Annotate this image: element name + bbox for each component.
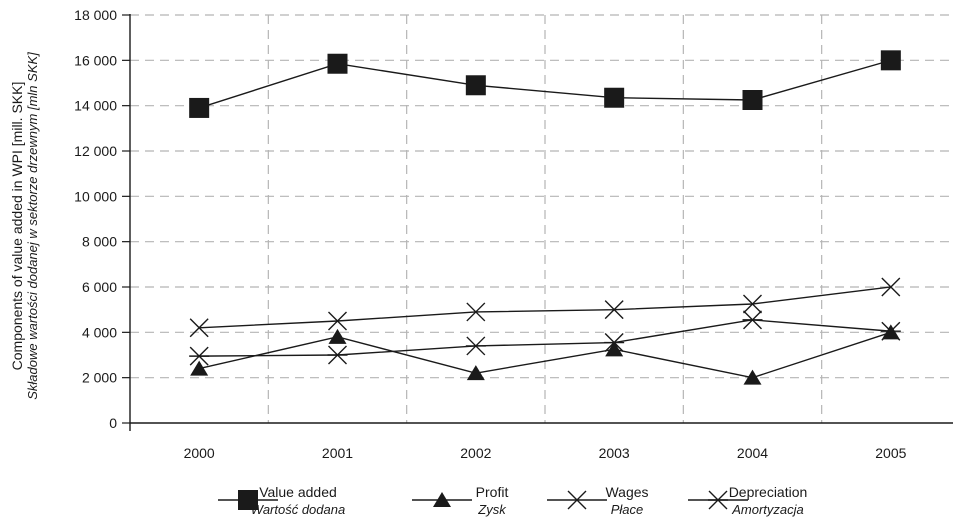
data-point-square — [465, 75, 486, 96]
data-point-asterisk — [742, 310, 763, 330]
data-point-square — [327, 53, 348, 74]
legend-label: Profit — [476, 484, 509, 500]
y-tick-label: 4 000 — [82, 324, 117, 340]
x-tick-label: 2001 — [322, 445, 353, 461]
axes — [122, 14, 953, 431]
data-point-x — [328, 311, 347, 331]
data-point-triangle — [743, 369, 762, 385]
tick-labels: 0 2 000 4 000 6 000 8 000 10 000 12 000 14 000 1… — [74, 7, 906, 461]
data-point-square — [604, 87, 625, 108]
legend-marker-triangle — [433, 492, 451, 507]
legend-marker-asterisk — [708, 490, 728, 510]
data-point-asterisk — [604, 333, 625, 353]
x-tick-label: 2003 — [599, 445, 630, 461]
series-line-x — [199, 286, 891, 329]
legend-label-secondary: Płace — [611, 502, 644, 517]
data-point-triangle — [328, 328, 347, 344]
y-tick-label: 16 000 — [74, 52, 117, 68]
legend-marker-square — [238, 490, 258, 510]
data-point-x — [604, 300, 624, 320]
y-tick-label: 18 000 — [74, 7, 117, 23]
legend-marker-x — [567, 490, 587, 510]
legend-label-secondary: Zysk — [477, 502, 507, 517]
y-tick-label: 6 000 — [82, 279, 117, 295]
data-point-square — [880, 50, 901, 71]
y-tick-label: 10 000 — [74, 188, 117, 204]
data-point-asterisk — [880, 321, 901, 341]
x-tick-label: 2004 — [737, 445, 768, 461]
y-tick-label: 12 000 — [74, 143, 117, 159]
data-point-square — [742, 90, 763, 110]
y-tick-label: 8 000 — [82, 234, 117, 250]
legend-label: Depreciation — [729, 484, 808, 500]
data-point-x — [881, 277, 901, 297]
data-point-x — [743, 294, 762, 314]
grid — [130, 14, 953, 423]
y-tick-label: 0 — [109, 415, 117, 431]
data-point-asterisk — [327, 345, 348, 365]
legend: Value added Wartość dodana Profit Zysk Wages… — [218, 484, 807, 517]
y-axis-label-secondary: Składowe wartości dodanej w sektorze drz… — [25, 52, 40, 400]
y-tick-label: 14 000 — [74, 98, 117, 114]
data-point-triangle — [190, 360, 209, 376]
data-point-square — [189, 97, 210, 118]
y-tick-label: 2 000 — [82, 370, 117, 386]
x-tick-label: 2002 — [460, 445, 491, 461]
y-axis-label: Components of value added in WPI [mill. … — [9, 82, 25, 371]
data-point-triangle — [605, 341, 624, 357]
series — [198, 59, 892, 379]
legend-label-secondary: Wartość dodana — [251, 502, 345, 517]
series-line-triangle — [199, 331, 892, 379]
markers — [189, 50, 901, 385]
x-tick-label: 2000 — [184, 445, 215, 461]
data-point-asterisk — [189, 346, 210, 366]
data-point-x — [466, 302, 486, 322]
data-point-triangle — [466, 365, 485, 381]
x-tick-label: 2005 — [875, 445, 906, 461]
legend-label: Wages — [605, 484, 648, 500]
series-line-square — [198, 59, 892, 109]
legend-label: Value added — [259, 484, 337, 500]
legend-label-secondary: Amortyzacja — [731, 502, 804, 517]
data-point-x — [189, 318, 209, 338]
data-point-asterisk — [465, 336, 486, 356]
series-line-asterisk — [199, 319, 891, 357]
